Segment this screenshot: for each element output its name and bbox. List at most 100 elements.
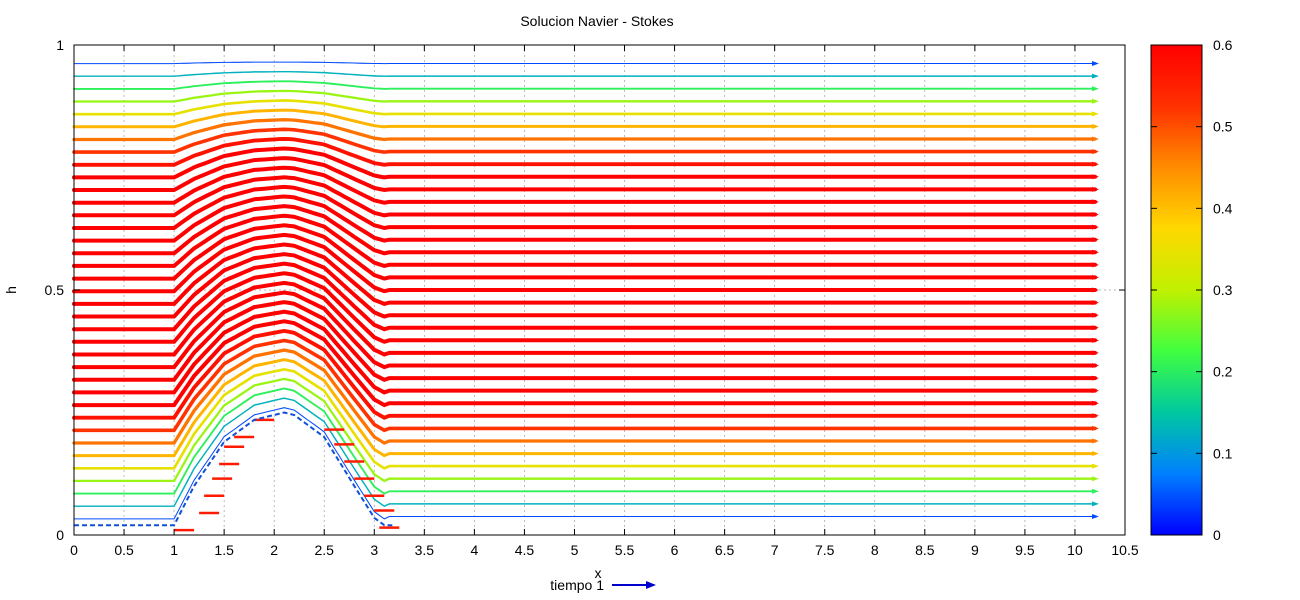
- streamline-row: [72, 232, 1097, 294]
- streamline-row: [72, 242, 1097, 307]
- y-tick-label: 0: [56, 527, 64, 543]
- legend-arrow-head: [646, 581, 656, 589]
- x-tick-label: 5.5: [615, 542, 635, 558]
- x-tick-label: 1.5: [214, 542, 234, 558]
- streamline-arrow: [1091, 476, 1099, 482]
- streamline-arrow: [1091, 287, 1099, 293]
- streamline-row: [72, 108, 1097, 129]
- streamline-row: [72, 348, 1097, 445]
- streamline-arrow: [1091, 513, 1099, 519]
- streamline-row: [72, 213, 1097, 268]
- x-tick-label: 4: [470, 542, 478, 558]
- x-tick-label: 10: [1067, 542, 1083, 558]
- streamline-row: [72, 146, 1097, 180]
- streamline-row: [72, 156, 1097, 193]
- streamline-arrow: [1091, 123, 1099, 129]
- x-tick-label: 10.5: [1111, 542, 1138, 558]
- x-axis-label: x: [595, 565, 602, 581]
- streamline-arrow: [1091, 136, 1099, 142]
- obstacle-boundary: [74, 411, 393, 527]
- legend: tiempo 1: [550, 577, 656, 593]
- y-tick-label: 1: [56, 37, 64, 53]
- colorbar-tick-label: 0.3: [1213, 282, 1233, 298]
- colorbar-tick-label: 0: [1213, 527, 1221, 543]
- velocity-field: [72, 61, 1099, 532]
- streamline-arrow: [1091, 413, 1099, 419]
- colorbar-tick-label: 0.1: [1213, 445, 1233, 461]
- x-tick-label: 8: [871, 542, 879, 558]
- streamline-row: [72, 136, 1097, 167]
- streamline-row: [72, 194, 1097, 243]
- colorbar-tick-label: 0.4: [1213, 200, 1233, 216]
- streamline-arrow: [1091, 451, 1099, 457]
- streamline-row: [72, 118, 1097, 142]
- x-tick-label: 9: [971, 542, 979, 558]
- streamline-arrow: [1091, 111, 1099, 117]
- x-tick-label: 1: [170, 542, 178, 558]
- x-tick-label: 2.5: [315, 542, 335, 558]
- streamline-arrow: [1091, 98, 1099, 104]
- legend-label: tiempo 1: [550, 577, 604, 593]
- streamline-arrow: [1091, 438, 1099, 444]
- streamline-row: [72, 99, 1097, 116]
- streamline-arrow: [1091, 463, 1099, 469]
- streamline-arrow: [1091, 312, 1099, 318]
- streamline-arrow: [1091, 186, 1099, 192]
- streamline-row: [72, 300, 1097, 382]
- streamline-row: [72, 309, 1097, 395]
- streamline-row: [72, 290, 1097, 370]
- streamline-row: [72, 165, 1097, 205]
- streamline-arrow: [1091, 161, 1099, 167]
- chart-title: Solucion Navier - Stokes: [520, 13, 673, 29]
- axis-ticks: 0 0.5 1 1.5 2 2.5 3 3.5 4 4.5 5 5.5 6 6.5 7 7.5 8 8.5 9 9.5…: [45, 37, 1139, 558]
- x-tick-label: 8.5: [915, 542, 935, 558]
- streamline-arrow: [1091, 350, 1099, 356]
- streamline-arrow: [1091, 249, 1099, 255]
- streamline-row: [73, 80, 1096, 90]
- streamline-arrow: [1091, 362, 1099, 368]
- x-tick-label: 3.5: [415, 542, 435, 558]
- streamline-row: [72, 280, 1097, 357]
- x-tick-label: 0.5: [114, 542, 134, 558]
- streamline-row: [73, 387, 1096, 495]
- y-tick-label: 0.5: [45, 282, 65, 298]
- x-tick-label: 7.5: [815, 542, 835, 558]
- streamline-row: [72, 184, 1097, 231]
- obstacle-curve: [74, 411, 393, 527]
- streamline-arrow: [1091, 425, 1099, 431]
- streamline-arrow: [1091, 375, 1099, 381]
- x-tick-label: 6.5: [715, 542, 735, 558]
- x-tick-label: 0: [70, 542, 78, 558]
- streamline-row: [72, 328, 1097, 420]
- streamline-arrow: [1091, 400, 1099, 406]
- streamline-arrow: [1091, 73, 1099, 79]
- streamline-row: [72, 261, 1097, 332]
- streamline-arrow: [1091, 212, 1099, 218]
- x-tick-label: 6: [671, 542, 679, 558]
- streamline-row: [72, 271, 1097, 344]
- streamline-arrow: [1091, 199, 1099, 205]
- streamline-arrow: [1091, 488, 1099, 494]
- x-tick-label: 3: [370, 542, 378, 558]
- streamline-arrow: [1091, 501, 1099, 507]
- x-tick-label: 7: [771, 542, 779, 558]
- x-tick-label: 4.5: [515, 542, 535, 558]
- streamline-arrow: [1091, 86, 1099, 92]
- streamline-arrow: [1091, 300, 1099, 306]
- streamline-row: [72, 127, 1097, 154]
- colorbar-tick-label: 0.6: [1213, 37, 1233, 53]
- streamline-arrow: [1091, 388, 1099, 394]
- streamline-arrow: [1091, 149, 1099, 155]
- x-tick-label: 5: [571, 542, 579, 558]
- streamline-row: [72, 377, 1097, 483]
- streamline-row: [73, 70, 1096, 77]
- streamline-row: [73, 61, 1096, 65]
- colorbar-ticks: 0 0.1 0.2 0.3 0.4 0.5 0.6: [1151, 37, 1233, 543]
- streamline-arrow: [1091, 337, 1099, 343]
- streamline-arrow: [1091, 61, 1099, 67]
- streamline-row: [72, 367, 1097, 470]
- streamline-arrow: [1091, 237, 1099, 243]
- colorbar-tick-label: 0.5: [1213, 119, 1233, 135]
- x-tick-label: 9.5: [1015, 542, 1035, 558]
